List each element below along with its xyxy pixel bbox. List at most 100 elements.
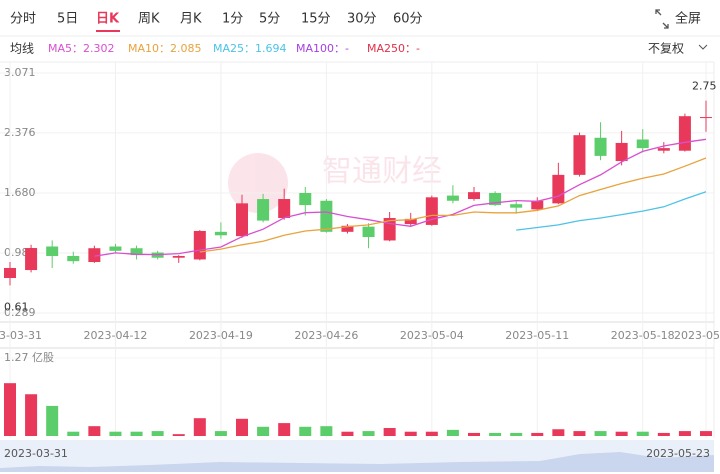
dropdown-caret [698, 44, 708, 50]
watermark-text: 智通财经 [322, 154, 442, 189]
volume-bar [678, 431, 691, 436]
x-tick-label: 2023-04-12 [83, 329, 147, 342]
volume-bar [299, 426, 312, 436]
candle-body [362, 226, 375, 238]
candle-body [130, 248, 143, 256]
candle-body [257, 199, 270, 221]
tab[interactable]: 5日 [57, 12, 78, 27]
candle-body [636, 139, 649, 149]
volume-bar [510, 432, 523, 436]
candle-body [172, 255, 185, 258]
adjust-select[interactable]: 不复权 [648, 42, 684, 56]
tab[interactable]: 周K [138, 12, 160, 27]
legend-entry: MA5：2.302 [48, 42, 115, 55]
candle-body [320, 200, 333, 232]
legend-entry: MA250：- [367, 42, 420, 55]
volume-bar [236, 418, 248, 436]
volume-bar [88, 426, 101, 436]
ma-line [94, 138, 707, 257]
y-tick-label: 1.680 [4, 186, 36, 199]
volume-bar [362, 431, 375, 436]
candle-body [615, 142, 628, 162]
volume-bar [700, 431, 712, 436]
watermark-logo [228, 153, 288, 213]
candle-body [67, 255, 80, 262]
navigator-start: 2023-03-31 [4, 447, 68, 460]
volume-bar [446, 429, 459, 436]
candle-body [299, 192, 312, 206]
volume-bar [214, 431, 227, 436]
volume-bar [109, 431, 122, 436]
volume-bar [615, 431, 628, 436]
y-tick-label: 2.376 [4, 126, 36, 139]
candle-body [278, 199, 291, 219]
candle-body [88, 248, 101, 263]
volume-bar [278, 423, 291, 436]
fullscreen-label[interactable]: 全屏 [675, 11, 701, 27]
volume-bar [573, 431, 586, 436]
candle-body [446, 195, 459, 201]
volume-bar [151, 431, 164, 436]
x-tick-label: 2023-05-18 [611, 329, 675, 342]
candle-body [678, 116, 691, 151]
volume-bar [172, 434, 185, 436]
x-tick-label: 2023-05-11 [505, 329, 569, 342]
volume-bar [130, 431, 143, 436]
candle-body [193, 230, 206, 260]
x-tick-label: 2023-05-23 [674, 329, 720, 342]
tab[interactable]: 60分 [393, 12, 423, 27]
candle-body [214, 231, 227, 236]
tab[interactable]: 月K [180, 12, 202, 27]
volume-bar [489, 432, 502, 436]
volume-bar [25, 394, 38, 436]
x-tick-label: 2023-05-04 [400, 329, 464, 342]
candle-body [552, 174, 565, 204]
candle-body [531, 200, 544, 210]
y-tick-label: 3.071 [4, 66, 36, 79]
fullscreen-icon [655, 9, 669, 29]
fullscreen-button[interactable]: 全屏 [655, 9, 701, 29]
volume-bar [404, 431, 417, 436]
x-tick-label: 2023-03-31 [0, 329, 42, 342]
tab[interactable]: 日K [96, 12, 120, 27]
volume-bar [594, 431, 607, 436]
candle-body [236, 203, 248, 237]
candle-body [468, 192, 480, 200]
x-tick-label: 2023-04-19 [189, 329, 253, 342]
low-label: 0.61 [4, 300, 29, 313]
volume-bar [552, 429, 565, 436]
legend-entry: MA100：- [296, 42, 349, 55]
candle-body [510, 204, 523, 208]
navigator-end: 2023-05-23 [646, 447, 710, 460]
tab[interactable]: 1分 [222, 12, 243, 27]
volume-bar [67, 431, 80, 436]
tab[interactable]: 分时 [10, 12, 36, 27]
volume-bar [636, 431, 649, 436]
volume-bar [320, 426, 333, 436]
candle-body [341, 225, 354, 232]
tab[interactable]: 30分 [347, 12, 377, 27]
tab[interactable]: 5分 [259, 12, 280, 27]
candle-body [109, 246, 122, 251]
candle-body [404, 218, 417, 225]
candle-body [4, 267, 16, 278]
legend-entry: MA25：1.694 [213, 42, 287, 55]
candle-body [46, 246, 59, 256]
candle-body [657, 148, 670, 151]
volume-bar [425, 431, 438, 436]
watermark: 智通财经 [228, 153, 442, 213]
volume-bar [531, 432, 544, 436]
x-tick-label: 2023-04-26 [294, 329, 358, 342]
volume-bar [468, 432, 480, 436]
ma-title: 均线 [10, 42, 34, 56]
high-label: 2.75 [692, 80, 717, 93]
ma-line [516, 191, 707, 231]
volume-tick-label: 1.27 亿股 [4, 351, 54, 364]
tab[interactable]: 15分 [301, 12, 331, 27]
legend-entry: MA10：2.085 [128, 42, 202, 55]
y-tick-label: 0.289 [4, 306, 36, 319]
candle-body [594, 137, 607, 156]
ma-line [199, 157, 707, 253]
